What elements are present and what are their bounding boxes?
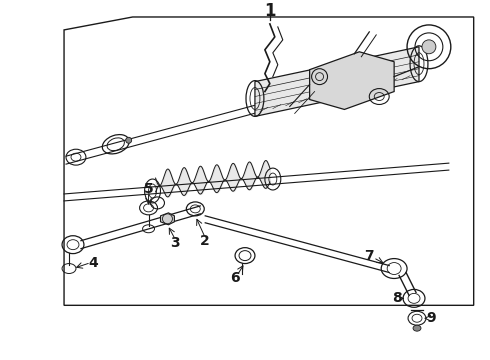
Text: 7: 7 (365, 249, 374, 262)
Text: 4: 4 (88, 256, 98, 270)
Text: 9: 9 (426, 311, 436, 325)
Text: 8: 8 (392, 291, 402, 305)
Polygon shape (310, 52, 394, 109)
Text: 5: 5 (144, 182, 153, 196)
Ellipse shape (126, 137, 132, 143)
Polygon shape (255, 47, 419, 116)
Text: 6: 6 (230, 271, 240, 285)
Polygon shape (161, 213, 174, 225)
Ellipse shape (413, 325, 421, 331)
Text: 1: 1 (264, 2, 275, 20)
Text: 3: 3 (171, 236, 180, 250)
Text: 2: 2 (200, 234, 210, 248)
Ellipse shape (422, 40, 436, 54)
